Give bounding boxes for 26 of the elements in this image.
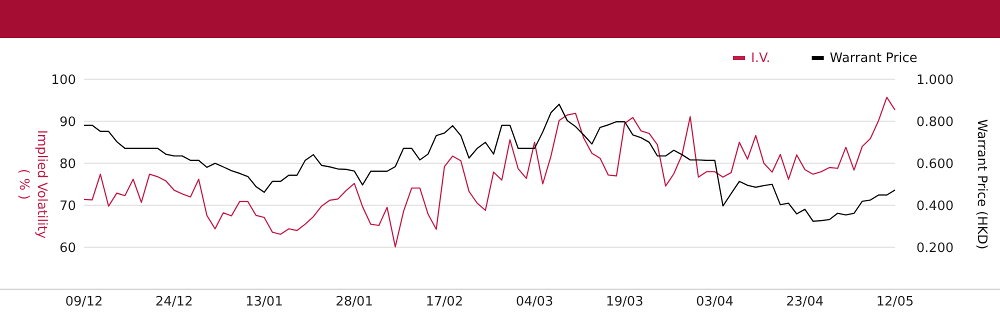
y2-tick-label: 1.000: [916, 72, 954, 88]
x-tick-label: 03/04: [696, 294, 734, 310]
y-tick-label: 60: [59, 240, 76, 256]
y-tick-label: 70: [59, 198, 76, 214]
x-tick-label: 12/05: [876, 294, 914, 310]
line-series: [83, 96, 896, 248]
x-tick-label: 13/01: [245, 294, 283, 310]
legend-label: Warrant Price: [830, 51, 918, 66]
x-tick-label: 24/12: [155, 294, 193, 310]
y-tick-label: 80: [59, 156, 76, 172]
x-tick-label: 23/04: [786, 294, 824, 310]
y-tick-label: 100: [51, 72, 76, 88]
x-tick-label: 17/02: [426, 294, 464, 310]
y2-axis-title: Warrant Price (HKD): [974, 119, 989, 250]
y2-tick-label: 0.600: [916, 156, 954, 172]
x-tick-label: 09/12: [65, 294, 103, 310]
x-tick-label: 28/01: [336, 294, 374, 310]
y2-tick-label: 0.200: [916, 240, 954, 256]
y-axis-title: Implied Volatility ( % ): [16, 130, 49, 239]
legend-label: I.V.: [751, 51, 770, 66]
y2-tick-label: 0.400: [916, 198, 954, 214]
x-tick-label: 04/03: [516, 294, 554, 310]
line-series: [83, 104, 896, 222]
y-tick-label: 90: [59, 114, 76, 130]
x-tick-label: 19/03: [606, 294, 644, 310]
y2-tick-label: 0.800: [916, 114, 954, 130]
